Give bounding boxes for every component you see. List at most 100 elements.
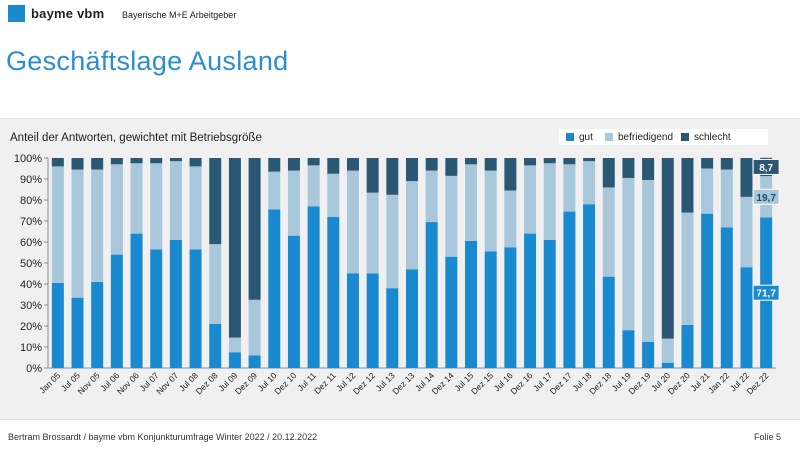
- x-tick-label: Dez 15: [469, 370, 495, 396]
- bar-gut: [249, 355, 261, 368]
- x-tick-label: Nov 07: [154, 370, 180, 396]
- bar-schlecht: [249, 158, 261, 300]
- x-tick-label: Dez 18: [587, 370, 613, 396]
- bar-schlecht: [681, 158, 693, 213]
- bar-gut: [327, 217, 339, 368]
- bar-gut: [170, 240, 182, 368]
- bar-befriedigend: [583, 161, 595, 204]
- x-tick-label: Jan 22: [706, 370, 731, 395]
- bar-gut: [72, 298, 84, 368]
- bar-schlecht: [111, 158, 123, 164]
- y-tick-label: 60%: [20, 237, 42, 249]
- bar-gut: [111, 255, 123, 368]
- x-tick-label: Dez 22: [744, 370, 770, 396]
- bar-schlecht: [386, 158, 398, 195]
- bar-gut: [465, 241, 477, 368]
- bar-schlecht: [229, 158, 241, 338]
- bar-schlecht: [544, 158, 556, 163]
- x-tick-label: Dez 19: [626, 370, 652, 396]
- bar-befriedigend: [111, 164, 123, 254]
- x-tick-label: Dez 10: [272, 370, 298, 396]
- bar-gut: [52, 283, 64, 368]
- bar-befriedigend: [544, 163, 556, 240]
- bar-gut: [190, 249, 202, 368]
- slide-number: Folie 5: [754, 432, 781, 442]
- bar-schlecht: [52, 158, 64, 166]
- bar-befriedigend: [131, 163, 143, 233]
- bar-befriedigend: [327, 174, 339, 217]
- bar-gut: [524, 234, 536, 368]
- y-tick-label: 100%: [14, 153, 42, 165]
- bar-gut: [445, 257, 457, 368]
- bar-schlecht: [485, 158, 497, 171]
- bar-befriedigend: [52, 166, 64, 283]
- bar-schlecht: [268, 158, 280, 172]
- x-tick-label: Dez 12: [351, 370, 377, 396]
- bar-gut: [229, 352, 241, 368]
- data-label-schlecht: 8,7: [759, 163, 773, 174]
- bar-befriedigend: [622, 178, 634, 330]
- bar-schlecht: [406, 158, 418, 181]
- y-tick-label: 80%: [20, 195, 42, 207]
- bar-gut: [367, 274, 379, 369]
- bar-schlecht: [642, 158, 654, 180]
- x-tick-label: Dez 11: [312, 370, 338, 396]
- bar-gut: [150, 249, 162, 368]
- bar-befriedigend: [347, 171, 359, 274]
- bar-schlecht: [721, 158, 733, 170]
- x-tick-label: Nov 06: [115, 370, 141, 396]
- stacked-bar-chart: Anteil der Antworten, gewichtet mit Betr…: [0, 0, 800, 450]
- bar-gut: [504, 247, 516, 368]
- bar-gut: [485, 251, 497, 368]
- footer-text: Bertram Brossardt / bayme vbm Konjunktur…: [8, 432, 317, 442]
- bar-befriedigend: [249, 300, 261, 356]
- bar-befriedigend: [308, 165, 320, 206]
- bar-schlecht: [426, 158, 438, 171]
- x-tick-label: Dez 20: [666, 370, 692, 396]
- bar-befriedigend: [642, 180, 654, 342]
- bar-schlecht: [701, 158, 713, 169]
- bar-befriedigend: [72, 170, 84, 298]
- bar-befriedigend: [701, 169, 713, 214]
- bar-befriedigend: [721, 170, 733, 228]
- bar-schlecht: [308, 158, 320, 165]
- bar-befriedigend: [91, 170, 103, 282]
- bar-schlecht: [131, 158, 143, 163]
- bar-befriedigend: [504, 191, 516, 248]
- bar-gut: [681, 325, 693, 368]
- bar-gut: [701, 214, 713, 368]
- y-tick-label: 70%: [20, 216, 42, 228]
- bar-gut: [426, 222, 438, 368]
- bar-befriedigend: [268, 172, 280, 210]
- bar-gut: [406, 269, 418, 368]
- data-label-gut: 71,7: [756, 289, 776, 300]
- y-tick-label: 90%: [20, 174, 42, 186]
- bar-gut: [544, 240, 556, 368]
- bar-schlecht: [209, 158, 221, 244]
- bar-schlecht: [150, 158, 162, 163]
- bar-schlecht: [190, 158, 202, 166]
- bar-befriedigend: [662, 339, 674, 363]
- bar-schlecht: [563, 158, 575, 164]
- bar-schlecht: [170, 158, 182, 161]
- bar-schlecht: [347, 158, 359, 171]
- y-tick-label: 40%: [20, 279, 42, 291]
- x-tick-label: Dez 13: [390, 370, 416, 396]
- bar-gut: [622, 330, 634, 368]
- bar-schlecht: [740, 158, 752, 197]
- y-tick-label: 20%: [20, 321, 42, 333]
- bar-schlecht: [662, 158, 674, 339]
- bar-gut: [740, 267, 752, 368]
- bar-gut: [91, 282, 103, 368]
- bar-gut: [583, 204, 595, 368]
- bar-befriedigend: [209, 244, 221, 324]
- bar-befriedigend: [229, 338, 241, 353]
- chart-title: Anteil der Antworten, gewichtet mit Betr…: [10, 132, 262, 144]
- bar-befriedigend: [150, 163, 162, 249]
- bar-schlecht: [445, 158, 457, 176]
- x-tick-label: Dez 16: [508, 370, 534, 396]
- bar-gut: [662, 363, 674, 368]
- bar-befriedigend: [190, 166, 202, 249]
- bar-befriedigend: [563, 164, 575, 211]
- bar-schlecht: [327, 158, 339, 174]
